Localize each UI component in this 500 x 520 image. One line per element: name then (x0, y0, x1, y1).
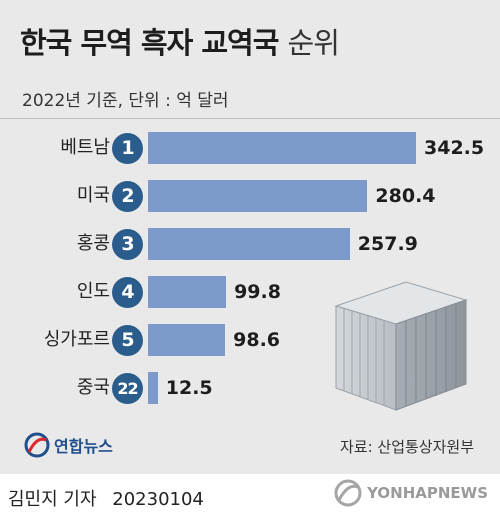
data-label: 12.5 (165, 377, 213, 399)
bar (148, 372, 158, 404)
data-label: 342.5 (424, 137, 485, 159)
byline: 김민지 기자 20230104 (8, 485, 204, 511)
title-bold: 한국 무역 흑자 교역국 (20, 26, 279, 60)
bar (148, 276, 227, 308)
category-label: 중국 (76, 377, 110, 398)
watermark-logo-icon (334, 479, 362, 507)
publish-date: 20230104 (112, 489, 204, 510)
rank-badge: 2 (112, 180, 143, 212)
category-label: 인도 (76, 281, 110, 302)
data-label: 257.9 (357, 233, 418, 255)
title-light: 순위 (287, 26, 340, 60)
watermark: YONHAPNEWS (333, 478, 488, 508)
header-divider (0, 118, 500, 119)
chart-title: 한국 무역 흑자 교역국 순위 (20, 20, 340, 62)
watermark-text: YONHAPNEWS (367, 484, 488, 502)
bar (148, 132, 416, 164)
chart-subtitle: 2022년 기준, 단위 : 억 달러 (22, 91, 229, 111)
bar (148, 324, 226, 356)
category-label: 홍콩 (76, 233, 110, 254)
category-label: 싱가포르 (43, 329, 110, 350)
data-label: 99.8 (234, 281, 281, 303)
category-label: 베트남 (60, 137, 110, 158)
yonhap-logo-icon (24, 432, 50, 458)
yonhap-logo: 연합뉴스 (24, 432, 113, 458)
bar (148, 228, 350, 260)
rank-badge: 1 (112, 132, 143, 164)
rank-badge: 3 (112, 228, 143, 260)
data-label: 280.4 (375, 185, 436, 207)
rank-badge: 4 (112, 276, 143, 308)
rank-badge: 22 (112, 372, 143, 404)
reporter-name: 김민지 기자 (8, 489, 97, 510)
shipping-container-icon (334, 281, 468, 411)
category-label: 미국 (76, 185, 110, 206)
data-source: 자료: 산업통상자원부 (339, 438, 474, 456)
bar (148, 180, 368, 212)
data-label: 98.6 (233, 329, 281, 351)
logo-text: 연합뉴스 (54, 437, 113, 456)
rank-badge: 5 (112, 324, 143, 356)
